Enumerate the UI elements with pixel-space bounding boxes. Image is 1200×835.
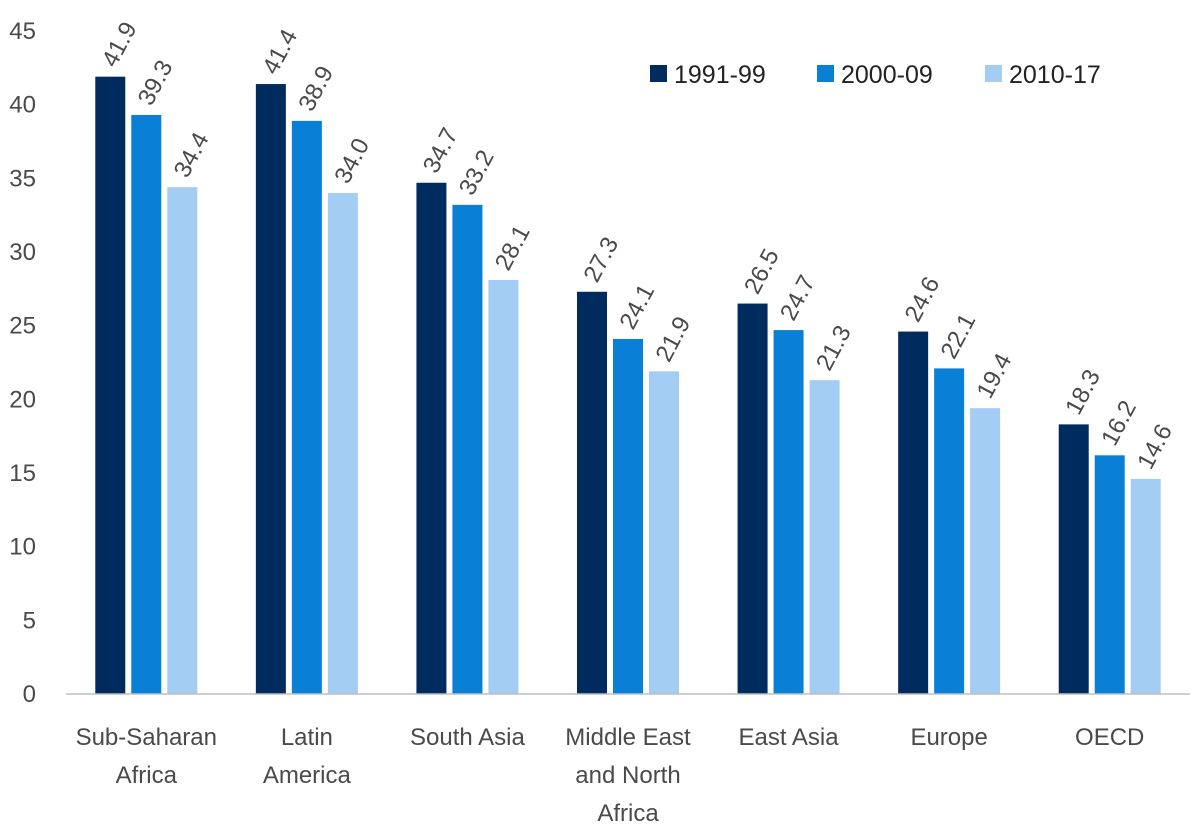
bar-2000-09-latin-america — [291, 120, 322, 694]
y-tick-label: 45 — [9, 18, 36, 45]
data-label: 16.2 — [1096, 396, 1142, 450]
data-label: 26.5 — [739, 244, 785, 298]
data-label: 21.3 — [811, 321, 857, 375]
data-label: 24.7 — [775, 271, 821, 325]
bar-2010-17-sub-saharan-africa — [167, 187, 198, 694]
bar-2000-09-south-asia — [452, 204, 483, 694]
data-label: 21.9 — [650, 312, 696, 366]
x-category-label: Middle East and North Africa — [565, 724, 691, 827]
data-label: 27.3 — [578, 233, 624, 287]
y-tick-label: 25 — [9, 313, 36, 340]
bar-2010-17-middle-east-and-north-africa — [649, 371, 679, 694]
y-tick-label: 30 — [9, 239, 36, 266]
y-tick-label: 5 — [23, 607, 36, 634]
bar-1991-99-latin-america — [255, 84, 286, 695]
data-label: 41.9 — [97, 18, 143, 72]
y-tick-label: 35 — [9, 165, 36, 192]
bar-2000-09-oecd — [1094, 455, 1125, 694]
legend-item-2000-09: 2000-09 — [817, 61, 933, 89]
legend-item-1991-99: 1991-99 — [650, 61, 766, 89]
data-label: 34.0 — [329, 134, 375, 188]
bar-2000-09-europe — [934, 368, 965, 694]
bar-2010-17-oecd — [1130, 478, 1161, 694]
data-label: 19.4 — [972, 349, 1018, 403]
legend-label: 2010-17 — [1009, 61, 1101, 89]
bar-1991-99-middle-east-and-north-africa — [577, 291, 607, 694]
y-tick-label: 10 — [9, 534, 36, 561]
x-category-label: East Asia — [739, 724, 840, 751]
data-label: 24.1 — [614, 280, 660, 334]
bar-2000-09-east-asia — [773, 330, 804, 694]
x-category-label: OECD — [1075, 724, 1144, 751]
legend-label: 1991-99 — [674, 61, 766, 89]
y-tick-label: 20 — [9, 386, 36, 413]
legend-label: 2000-09 — [841, 61, 933, 89]
data-label: 28.1 — [490, 221, 536, 275]
x-category-label: Latin America — [263, 724, 352, 789]
bar-1991-99-east-asia — [737, 303, 768, 694]
data-label: 34.7 — [418, 124, 464, 178]
data-label: 39.3 — [133, 56, 179, 110]
legend-swatch — [817, 65, 834, 82]
bar-2010-17-latin-america — [327, 193, 358, 695]
x-category-label: South Asia — [410, 724, 525, 751]
data-label: 14.6 — [1132, 420, 1178, 474]
x-category-label: Sub-Saharan Africa — [76, 724, 217, 789]
bar-2000-09-sub-saharan-africa — [131, 114, 162, 695]
data-label: 18.3 — [1060, 365, 1106, 419]
bar-1991-99-south-asia — [416, 182, 447, 694]
bar-2000-09-middle-east-and-north-africa — [613, 338, 643, 694]
y-axis: 0 5 10 15 20 25 30 35 40 45 — [9, 18, 36, 708]
y-tick-label: 40 — [9, 92, 36, 119]
legend-swatch — [650, 65, 667, 82]
bar-2010-17-europe — [970, 408, 1001, 694]
bar-1991-99-europe — [898, 331, 929, 694]
y-tick-label: 0 — [23, 681, 36, 708]
x-axis: Sub-Saharan Africa Latin America South Asia M… — [76, 724, 1145, 827]
data-label: 38.9 — [293, 62, 339, 116]
legend-item-2010-17: 2010-17 — [985, 61, 1101, 89]
legend-swatch — [985, 65, 1002, 82]
bar-1991-99-oecd — [1058, 424, 1089, 694]
data-label: 22.1 — [936, 309, 982, 363]
data-label: 34.4 — [169, 128, 215, 182]
bar-2010-17-east-asia — [809, 380, 840, 694]
y-tick-label: 15 — [9, 460, 36, 487]
data-label: 41.4 — [257, 25, 303, 79]
bars-group — [95, 76, 1161, 695]
bar-1991-99-sub-saharan-africa — [95, 76, 126, 694]
legend: 1991-99 2000-09 2010-17 — [650, 61, 1101, 89]
data-label: 24.6 — [900, 272, 946, 326]
data-label: 33.2 — [454, 146, 500, 200]
x-category-label: Europe — [910, 724, 987, 751]
bar-2010-17-south-asia — [488, 279, 519, 694]
